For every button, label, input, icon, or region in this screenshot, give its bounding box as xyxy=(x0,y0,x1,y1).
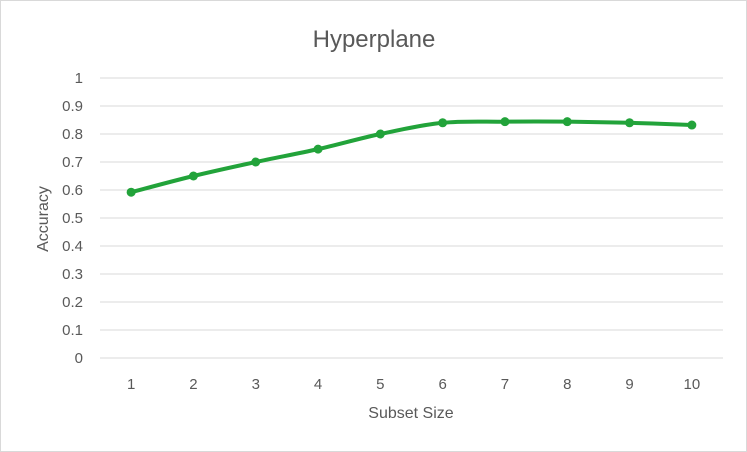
chart-title: Hyperplane xyxy=(313,26,436,53)
y-tick-label: 0.1 xyxy=(62,322,83,339)
data-point xyxy=(313,144,323,154)
y-tick-label: 0.5 xyxy=(62,210,83,227)
x-tick-label: 2 xyxy=(189,376,197,393)
x-tick-label: 6 xyxy=(438,376,446,393)
data-point xyxy=(625,118,635,128)
data-point xyxy=(562,117,572,127)
y-tick-label: 0.9 xyxy=(62,98,83,115)
data-point xyxy=(188,171,198,181)
series-line xyxy=(129,119,694,195)
data-point xyxy=(438,118,448,128)
x-tick-label: 7 xyxy=(501,376,509,393)
x-tick-label: 3 xyxy=(252,376,260,393)
y-tick-label: 0.6 xyxy=(62,182,83,199)
x-tick-label: 1 xyxy=(127,376,135,393)
data-point xyxy=(500,117,510,127)
x-tick-label: 10 xyxy=(684,376,701,393)
y-tick-label: 0.2 xyxy=(62,294,83,311)
x-tick-label: 9 xyxy=(625,376,633,393)
x-tick-label: 5 xyxy=(376,376,384,393)
y-axis-ticks: 0 0.1 0.2 0.3 0.4 0.5 0.6 0.7 0.8 0.9 1 xyxy=(62,70,83,367)
y-tick-label: 0 xyxy=(75,350,83,367)
x-tick-label: 8 xyxy=(563,376,571,393)
x-tick-label: 4 xyxy=(314,376,322,393)
data-point xyxy=(375,129,385,139)
data-point xyxy=(126,187,136,197)
y-tick-label: 0.3 xyxy=(62,266,83,283)
x-axis-label: Subset Size xyxy=(368,405,453,422)
y-tick-label: 0.8 xyxy=(62,126,83,143)
y-axis-label: Accuracy xyxy=(35,186,52,252)
y-tick-label: 0.4 xyxy=(62,238,83,255)
series-layer xyxy=(126,117,697,197)
x-axis-ticks: 1 2 3 4 5 6 7 8 9 10 xyxy=(127,376,700,393)
gridlines xyxy=(100,77,723,359)
y-tick-label: 0.7 xyxy=(62,154,83,171)
data-point xyxy=(687,120,697,130)
y-tick-label: 1 xyxy=(75,70,83,87)
data-point xyxy=(251,157,261,167)
